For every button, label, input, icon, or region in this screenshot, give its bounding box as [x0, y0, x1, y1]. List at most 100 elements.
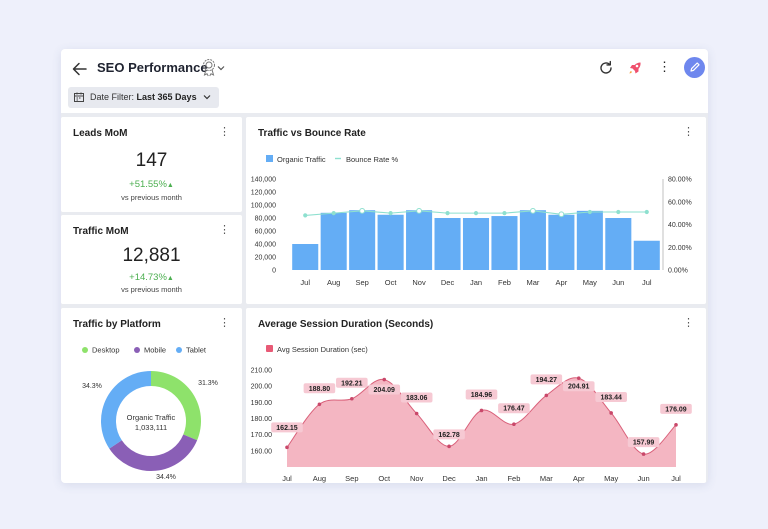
bounce-rate-point [558, 211, 565, 218]
data-label: 194.27 [536, 377, 558, 384]
session-point [350, 396, 354, 401]
data-label-bg [336, 377, 368, 388]
legend-label: Avg Session Duration (sec) [277, 345, 368, 354]
certificate-dropdown[interactable] [201, 58, 227, 78]
x-tick-label: Oct [385, 278, 398, 287]
card-title: Average Session Duration (Seconds) [258, 319, 434, 330]
data-label: 188.80 [309, 386, 331, 393]
card-menu-icon[interactable]: ⋮ [683, 126, 694, 138]
data-label: 157.99 [633, 440, 655, 447]
y-tick-label: 100,000 [251, 203, 276, 210]
y-tick-label: 20,000 [255, 255, 277, 262]
x-tick-label: Jul [642, 278, 652, 287]
traffic-bounce-chart: Organic Traffic Bounce Rate % 140,000 120,0… [251, 155, 692, 287]
data-label: 204.91 [568, 384, 590, 391]
pencil-icon [690, 62, 700, 72]
bounce-rate-point [530, 207, 536, 214]
traffic-bar [633, 240, 660, 270]
bounce-rate-point [644, 209, 649, 215]
traffic-bar [320, 212, 347, 270]
legend-swatch-tablet [176, 347, 182, 353]
back-arrow-icon[interactable] [69, 58, 91, 80]
data-label-bg [465, 389, 498, 400]
y-tick-label: 210.00 [251, 368, 273, 375]
bounce-rate-point [331, 211, 336, 216]
card-title: Leads MoM [73, 128, 128, 139]
bounce-rate-point [416, 207, 422, 214]
kpi-delta: +51.55% [129, 179, 167, 190]
platform-donut-chart: Desktop Mobile Tablet 31.3% 34.4% 34.3% Organi… [82, 346, 218, 481]
card-menu-icon[interactable]: ⋮ [683, 317, 694, 329]
platform-card: Traffic by Platform ⋮ Desktop Mobile Table… [61, 308, 242, 483]
refresh-icon[interactable] [596, 58, 616, 78]
dashboard-header: SEO Performance ⋮ [61, 49, 708, 113]
traffic-bar [406, 210, 433, 270]
more-options-icon[interactable]: ⋮ [658, 59, 671, 74]
trend-up-icon: ▲ [166, 275, 174, 282]
y-tick-label: 190.00 [251, 400, 273, 407]
data-label: 176.09 [665, 406, 687, 413]
card-menu-icon[interactable]: ⋮ [219, 126, 230, 138]
rocket-icon[interactable] [625, 58, 645, 78]
x-tick-label: Jul [282, 474, 292, 483]
traffic-kpi-card: Traffic MoM ⋮ 12,881 +14.73%▲ vs previou… [61, 215, 242, 304]
x-tick-label: Jul [300, 278, 310, 287]
slice-value-label: 34.4% [156, 474, 176, 481]
kpi-value: 12,881 [122, 245, 181, 266]
card-menu-icon[interactable]: ⋮ [219, 317, 230, 329]
x-tick-label: Dec [442, 474, 456, 483]
traffic-bar [434, 218, 461, 270]
bounce-rate-point [587, 209, 592, 215]
bounce-rate-point [616, 209, 621, 215]
data-label: 192.21 [341, 380, 363, 387]
chevron-down-icon [203, 95, 211, 100]
session-duration-card: Average Session Duration (Seconds) ⋮ Avg… [246, 308, 706, 483]
edit-button[interactable] [684, 57, 705, 78]
card-menu-icon[interactable]: ⋮ [219, 224, 230, 236]
y2-tick-label: 60.00% [668, 199, 692, 206]
y-tick-label: 160.00 [251, 448, 273, 455]
x-tick-label: Nov [410, 474, 424, 483]
x-tick-label: Feb [507, 474, 520, 483]
legend-label: Bounce Rate % [346, 155, 398, 164]
x-tick-label: Jul [671, 474, 681, 483]
traffic-bar [605, 218, 632, 270]
y-tick-label: 200.00 [251, 384, 273, 391]
data-label-bg [271, 422, 303, 433]
data-label-bg [627, 437, 660, 448]
date-filter-button[interactable]: Date Filter: Last 365 Days [68, 87, 220, 108]
y2-tick-label: 0.00% [668, 268, 688, 275]
y-tick-label: 60,000 [255, 229, 277, 236]
session-point [479, 408, 484, 413]
calendar-filter-icon [74, 92, 84, 102]
x-tick-label: Aug [313, 474, 326, 483]
slice-value-label: 34.3% [82, 383, 102, 390]
data-label-bg [660, 403, 692, 414]
donut-center-label: Organic Traffic [127, 413, 176, 422]
session-point [317, 402, 322, 407]
x-tick-label: Apr [556, 278, 568, 287]
donut-slice-tablet [101, 371, 151, 449]
card-title: Traffic by Platform [73, 319, 161, 330]
y-tick-label: 0 [272, 268, 276, 275]
x-tick-label: Sep [355, 278, 368, 287]
legend-label: Tablet [186, 346, 207, 355]
data-label-bg [562, 381, 595, 392]
data-label: 183.06 [406, 395, 428, 402]
data-label-bg [595, 391, 627, 402]
data-label-bg [433, 429, 465, 440]
x-tick-label: May [604, 474, 618, 483]
kpi-subtitle: vs previous month [121, 285, 182, 294]
session-point [674, 423, 678, 427]
x-tick-label: Mar [540, 474, 553, 483]
data-label: 162.78 [438, 432, 460, 439]
traffic-bar [548, 214, 575, 270]
legend-swatch-session [266, 345, 273, 352]
legend-label: Mobile [144, 346, 166, 355]
legend-swatch-organic-traffic [266, 155, 273, 162]
y-tick-label: 120,000 [251, 190, 276, 197]
donut-slice-mobile [109, 434, 198, 471]
x-tick-label: Oct [378, 474, 391, 483]
x-tick-label: Sep [345, 474, 358, 483]
x-tick-label: May [583, 278, 597, 287]
